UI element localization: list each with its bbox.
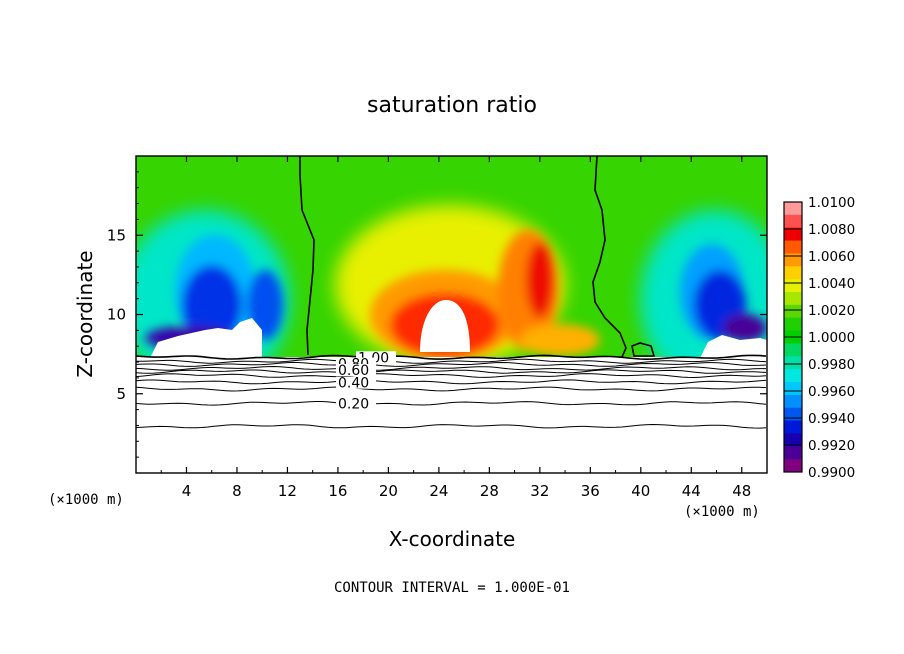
contour-lines xyxy=(136,354,767,429)
contour-line xyxy=(136,365,766,371)
contour-line xyxy=(136,354,767,361)
heatmap-field xyxy=(136,156,767,473)
colorbar-swatch xyxy=(784,279,802,293)
contour-label-bg xyxy=(336,397,376,410)
contour-line xyxy=(136,401,767,406)
x-tick-label: 32 xyxy=(530,482,549,500)
x-axis-label: X-coordinate xyxy=(389,527,516,551)
contour-line xyxy=(136,361,767,367)
field-blue-left xyxy=(182,265,242,345)
colorbar-swatch xyxy=(784,356,802,370)
contour-line xyxy=(136,373,767,379)
x-tick-label: 20 xyxy=(379,482,398,500)
colorbar-swatch xyxy=(784,304,802,319)
colorbar-swatch xyxy=(784,446,802,460)
colorbar-label: 1.0060 xyxy=(808,249,855,265)
contour-interval-note: CONTOUR INTERVAL = 1.000E-01 xyxy=(334,580,570,596)
colorbar-label: 0.9900 xyxy=(808,465,855,481)
x-axis: 4 8 12 16 20 24 28 32 36 40 44 48 xyxy=(160,156,751,500)
x-tick-label: 8 xyxy=(232,482,242,500)
colorbar-swatch xyxy=(784,317,802,332)
field-white-bumps-right xyxy=(700,335,767,358)
x-tick-label: 48 xyxy=(732,482,751,500)
x-unit-left: (×1000 m) xyxy=(48,492,124,508)
field-red-plume xyxy=(526,242,554,318)
colorbar-swatch xyxy=(784,459,802,473)
contour-label: 0.60 xyxy=(338,363,369,379)
contour-line xyxy=(136,379,767,385)
x-tick-label: 16 xyxy=(328,482,347,500)
y-axis: 5 10 15 xyxy=(107,171,767,458)
contour-labels: 1.000.800.600.400.20 xyxy=(336,350,396,412)
contour-line xyxy=(136,423,767,429)
colorbar-swatch xyxy=(784,227,802,242)
x-unit-right: (×1000 m) xyxy=(684,504,760,520)
colorbar-label: 0.9980 xyxy=(808,357,855,373)
colorbar-label: 1.0020 xyxy=(808,303,855,319)
colorbar-label: 0.9920 xyxy=(808,438,855,454)
colorbar-swatch xyxy=(784,407,802,422)
x-tick-label: 4 xyxy=(182,482,192,500)
colorbar-label: 1.0080 xyxy=(808,222,855,238)
colorbar-swatch xyxy=(784,420,802,434)
chart-title: saturation ratio xyxy=(367,93,537,118)
field-blue-left2 xyxy=(247,270,283,340)
contour-line xyxy=(136,358,767,364)
contour-right-boundary xyxy=(592,156,627,358)
x-tick-label: 24 xyxy=(429,482,448,500)
colorbar-swatch xyxy=(784,369,802,383)
contour-left-boundary xyxy=(299,156,315,356)
colorbar-label: 1.0040 xyxy=(808,276,855,292)
colorbar-label: 1.0100 xyxy=(808,195,855,211)
colorbar-label: 0.9960 xyxy=(808,384,855,400)
y-axis-label: Z-coordinate xyxy=(73,250,97,377)
x-tick-label: 44 xyxy=(682,482,701,500)
field-band-lower xyxy=(136,357,767,473)
y-tick-label: 15 xyxy=(107,226,126,244)
colorbar-swatch xyxy=(784,394,802,409)
colorbar-swatch xyxy=(784,343,802,357)
colorbar-swatch xyxy=(784,240,802,254)
contour-label: 0.40 xyxy=(338,376,369,392)
contour-label-bg xyxy=(336,376,376,389)
y-tick-label: 5 xyxy=(116,385,126,403)
contour-small-loop xyxy=(631,342,656,357)
colorbar-swatch xyxy=(784,292,802,306)
x-tick-label: 12 xyxy=(278,482,297,500)
colorbar-swatch xyxy=(784,433,802,447)
contour-label: 0.20 xyxy=(338,396,369,412)
colorbar: 1.0100 1.0080 1.0060 1.0040 1.0020 1.0000 0.99… xyxy=(783,195,855,481)
colorbar-swatch xyxy=(784,382,802,396)
contour-label-bg xyxy=(336,363,376,376)
x-tick-label: 36 xyxy=(581,482,600,500)
colorbar-swatch xyxy=(784,266,802,280)
colorbar-label: 0.9940 xyxy=(808,411,855,427)
field-white-core xyxy=(420,300,470,352)
colorbar-swatch xyxy=(784,214,802,229)
contour-line xyxy=(136,369,767,374)
field-purple-right xyxy=(723,314,767,342)
colorbar-swatch xyxy=(784,202,802,216)
y-tick-label: 10 xyxy=(107,306,126,324)
field-yellow-lower xyxy=(520,324,600,356)
field-white-bumps-left xyxy=(150,318,262,358)
contour-line xyxy=(136,386,767,392)
x-tick-label: 40 xyxy=(631,482,650,500)
colorbar-label: 1.0000 xyxy=(808,330,855,346)
x-tick-label: 28 xyxy=(480,482,499,500)
colorbar-swatch xyxy=(784,253,802,267)
